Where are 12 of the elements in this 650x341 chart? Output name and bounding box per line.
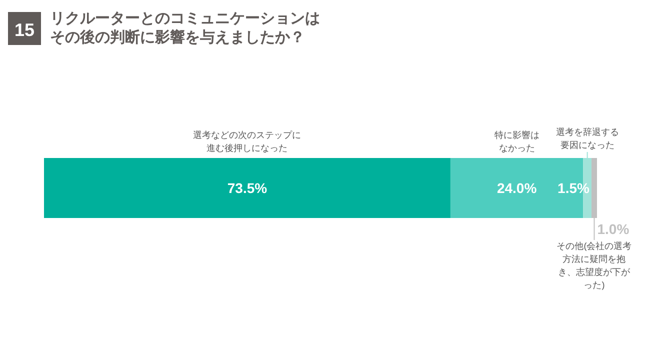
bar [44, 158, 450, 218]
data-label: 1.5% [558, 180, 590, 196]
badge: 15 [8, 12, 41, 45]
series-label: 選考などの次のステップに進む後押しになった [192, 129, 302, 155]
data-label: 1.0% [597, 221, 630, 237]
bar [591, 158, 597, 218]
series-label: 特に影響はなかった [493, 129, 540, 155]
text: 選考を辞退する要因になった [554, 126, 620, 152]
data-label: 24.0% [496, 180, 538, 196]
text: その他(会社の選考方法に疑問を抱き、志望度が下がった) [556, 240, 633, 292]
data-label: 73.5% [227, 180, 268, 196]
chart-title: リクルーターとのコミュニケーションはその後の判断に影響を与えましたか？ [50, 9, 321, 47]
